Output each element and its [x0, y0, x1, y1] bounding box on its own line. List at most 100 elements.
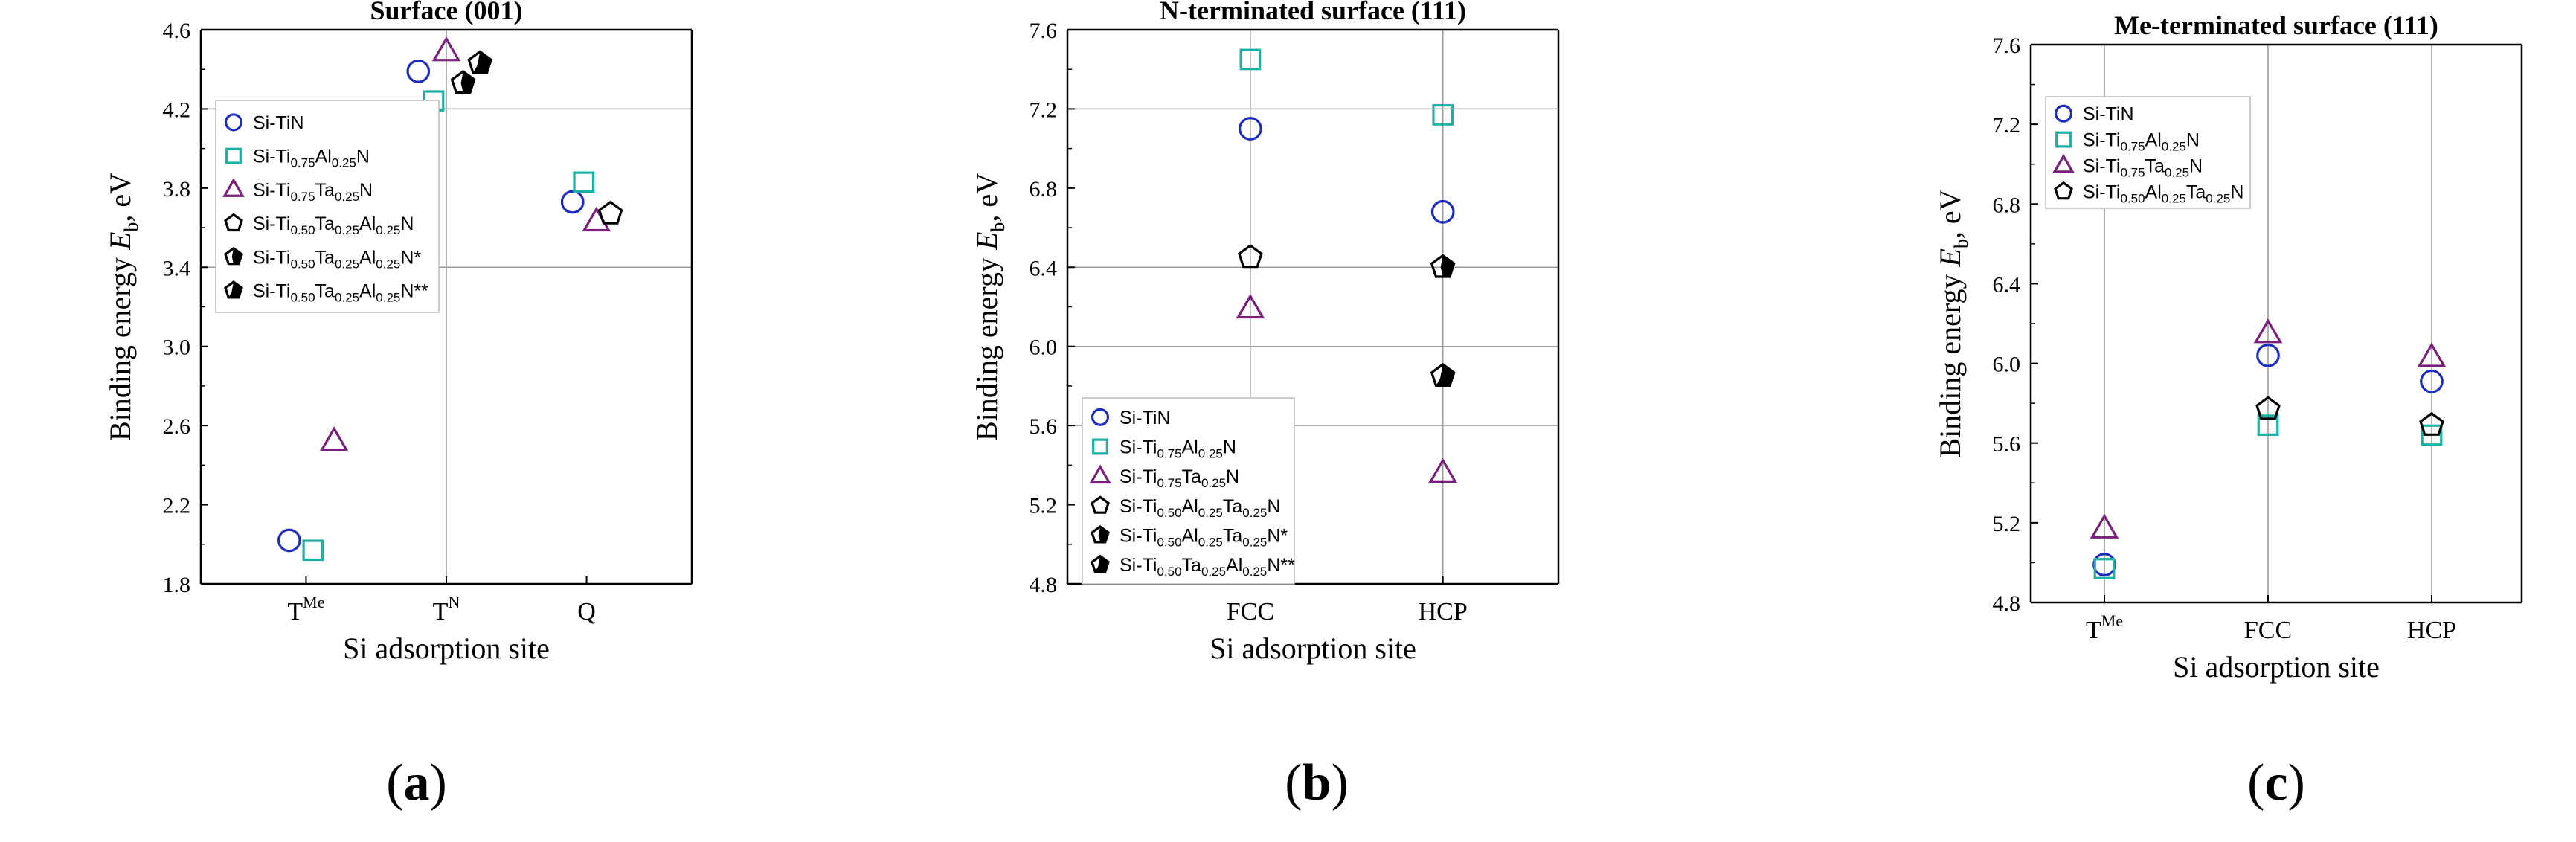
- data-point-pentagon: [450, 70, 476, 94]
- y-tick-label: 5.2: [1993, 512, 2021, 536]
- x-tick-label: TMe: [2086, 611, 2123, 644]
- legend-marker-circle: [2054, 104, 2073, 123]
- data-point-pentagon: [597, 200, 623, 225]
- legend-entry-label: Si-Ti0.50Al0.25Ta0.25N*: [1120, 526, 1288, 550]
- legend-marker-pentagon: [224, 280, 243, 299]
- data-point-triangle: [2090, 513, 2119, 539]
- data-point-square: [573, 171, 595, 193]
- data-point-square: [2093, 558, 2116, 579]
- y-tick-label: 5.6: [1993, 432, 2021, 457]
- x-tick-label: Q: [577, 598, 596, 626]
- legend-entry-label: Si-Ti0.75Ta0.25N: [253, 180, 373, 204]
- y-tick-label: 6.4: [1993, 272, 2021, 297]
- data-point-square: [1432, 104, 1454, 126]
- y-tick-label: 3.0: [163, 335, 191, 360]
- y-tick-label: 6.0: [1993, 353, 2021, 377]
- legend-entry-label: Si-Ti0.75Al0.25N: [253, 147, 370, 170]
- legend-marker-square: [225, 147, 242, 164]
- legend-box: [2045, 96, 2251, 209]
- legend: Si-TiN Si-Ti0.75Al0.25N Si-Ti0.75Ta0.25N Si…: [1082, 397, 1295, 585]
- x-tick-label: TN: [433, 593, 460, 626]
- panel-c: Me-terminated surface (111) 4.8 5.2 5.6 6.0 6…: [1933, 10, 2523, 812]
- legend: Si-TiN Si-Ti0.75Al0.25NSi-Ti0.75Ta0.25NSi…: [2045, 96, 2251, 209]
- legend-marker-triangle: [2052, 153, 2075, 173]
- legend-marker-circle: [224, 113, 243, 132]
- legend-marker-pentagon: [1091, 554, 1110, 573]
- y-tick-label: 6.0: [1030, 335, 1058, 360]
- panel-letter: (b): [1285, 754, 1349, 812]
- data-point-triangle: [2253, 318, 2283, 344]
- data-point-circle: [277, 528, 301, 553]
- legend-marker-square: [1092, 438, 1108, 455]
- data-point-triangle: [431, 36, 461, 62]
- legend-marker-pentagon: [224, 213, 243, 232]
- data-point-circle: [560, 190, 585, 214]
- data-point-pentagon: [467, 50, 493, 74]
- y-tick-label: 4.8: [1993, 591, 2021, 616]
- y-tick-label: 3.8: [163, 177, 191, 202]
- y-tick-label: 1.8: [163, 573, 191, 597]
- data-point-triangle: [1428, 457, 1458, 483]
- legend-marker-pentagon: [1091, 525, 1110, 544]
- data-point-triangle: [582, 206, 611, 232]
- legend-entry-label: Si-Ti0.50Ta0.25Al0.25N*: [253, 247, 421, 271]
- y-tick-label: 6.4: [1030, 256, 1058, 280]
- legend-entry-label: Si-Ti0.50Al0.25Ta0.25N: [2083, 181, 2243, 205]
- x-tick-label: HCP: [2407, 617, 2456, 644]
- legend-marker-circle: [1091, 408, 1110, 426]
- x-tick-label: TMe: [287, 593, 324, 626]
- data-point-circle: [2420, 369, 2444, 393]
- y-tick-label: 7.6: [1993, 33, 2021, 58]
- y-tick-label: 4.2: [163, 97, 191, 122]
- legend-entry-label: Si-Ti0.75Al0.25N: [2083, 130, 2200, 154]
- legend-marker-square: [2055, 131, 2072, 148]
- legend-marker-triangle: [1089, 464, 1111, 484]
- legend-entry-label: Si-Ti0.75Ta0.25N: [2083, 155, 2203, 179]
- y-tick-label: 4.8: [1030, 573, 1058, 597]
- legend-entry-label: Si-TiN: [2083, 104, 2134, 125]
- legend-entry-label: Si-TiN: [253, 112, 304, 133]
- legend-entry-label: Si-TiN: [1120, 408, 1171, 428]
- data-point-square: [302, 539, 324, 562]
- y-tick-label: 3.4: [163, 256, 191, 280]
- y-tick-label: 7.6: [1030, 19, 1058, 43]
- legend-marker-pentagon: [1091, 495, 1110, 514]
- data-point-triangle: [319, 426, 349, 451]
- y-tick-label: 7.2: [1993, 113, 2021, 138]
- y-tick-label: 5.6: [1030, 414, 1058, 439]
- y-tick-label: 5.2: [1030, 494, 1058, 518]
- y-tick-label: 7.2: [1030, 97, 1058, 122]
- legend-entry-label: Si-Ti0.50Ta0.25Al0.25N: [253, 213, 414, 237]
- panel-letter: (c): [2247, 754, 2305, 812]
- data-point-circle: [1239, 117, 1262, 141]
- legend-entry-label: Si-Ti0.50Ta0.25Al0.25N**: [1120, 555, 1295, 579]
- y-axis-title: Binding energy Eb, eV: [1933, 189, 1972, 457]
- data-point-triangle: [1236, 293, 1265, 319]
- data-point-pentagon: [2255, 396, 2281, 420]
- y-tick-label: 4.6: [163, 19, 191, 43]
- x-axis-title: Si adsorption site: [2173, 650, 2380, 684]
- panel-letter: (a): [386, 754, 447, 812]
- x-tick-label: FCC: [1227, 598, 1274, 626]
- x-tick-label: FCC: [2244, 617, 2292, 644]
- legend-marker-pentagon: [2054, 181, 2073, 200]
- data-point-square: [2421, 424, 2443, 446]
- y-tick-label: 2.6: [163, 414, 191, 439]
- panel-a: Surface (001) 1.8 2.2 2.6 3.0 3.4 3.8 4.2 4.6 TMe…: [103, 0, 693, 812]
- panel-title: N-terminated surface (111): [1160, 0, 1466, 25]
- legend-entry-label: Si-Ti0.50Al0.25Ta0.25N: [1120, 496, 1280, 520]
- legend-entry-label: Si-Ti0.75Al0.25N: [1120, 437, 1236, 460]
- legend-entry-label: Si-Ti0.75Ta0.25N: [1120, 466, 1239, 490]
- data-point-pentagon: [1238, 244, 1263, 269]
- legend-marker-triangle: [222, 178, 245, 197]
- data-point-circle: [1430, 199, 1455, 224]
- panel-b: N-terminated surface (111) 4.8 5.2 5.6 6.0 6.…: [970, 0, 1560, 812]
- panel-title: Me-terminated surface (111): [2114, 10, 2438, 40]
- x-axis-title: Si adsorption site: [343, 632, 550, 665]
- legend-marker-pentagon: [224, 246, 243, 266]
- data-point-triangle: [2417, 342, 2447, 367]
- y-tick-label: 2.2: [163, 494, 191, 518]
- y-tick-label: 6.8: [1030, 177, 1058, 202]
- data-point-pentagon: [2419, 411, 2444, 436]
